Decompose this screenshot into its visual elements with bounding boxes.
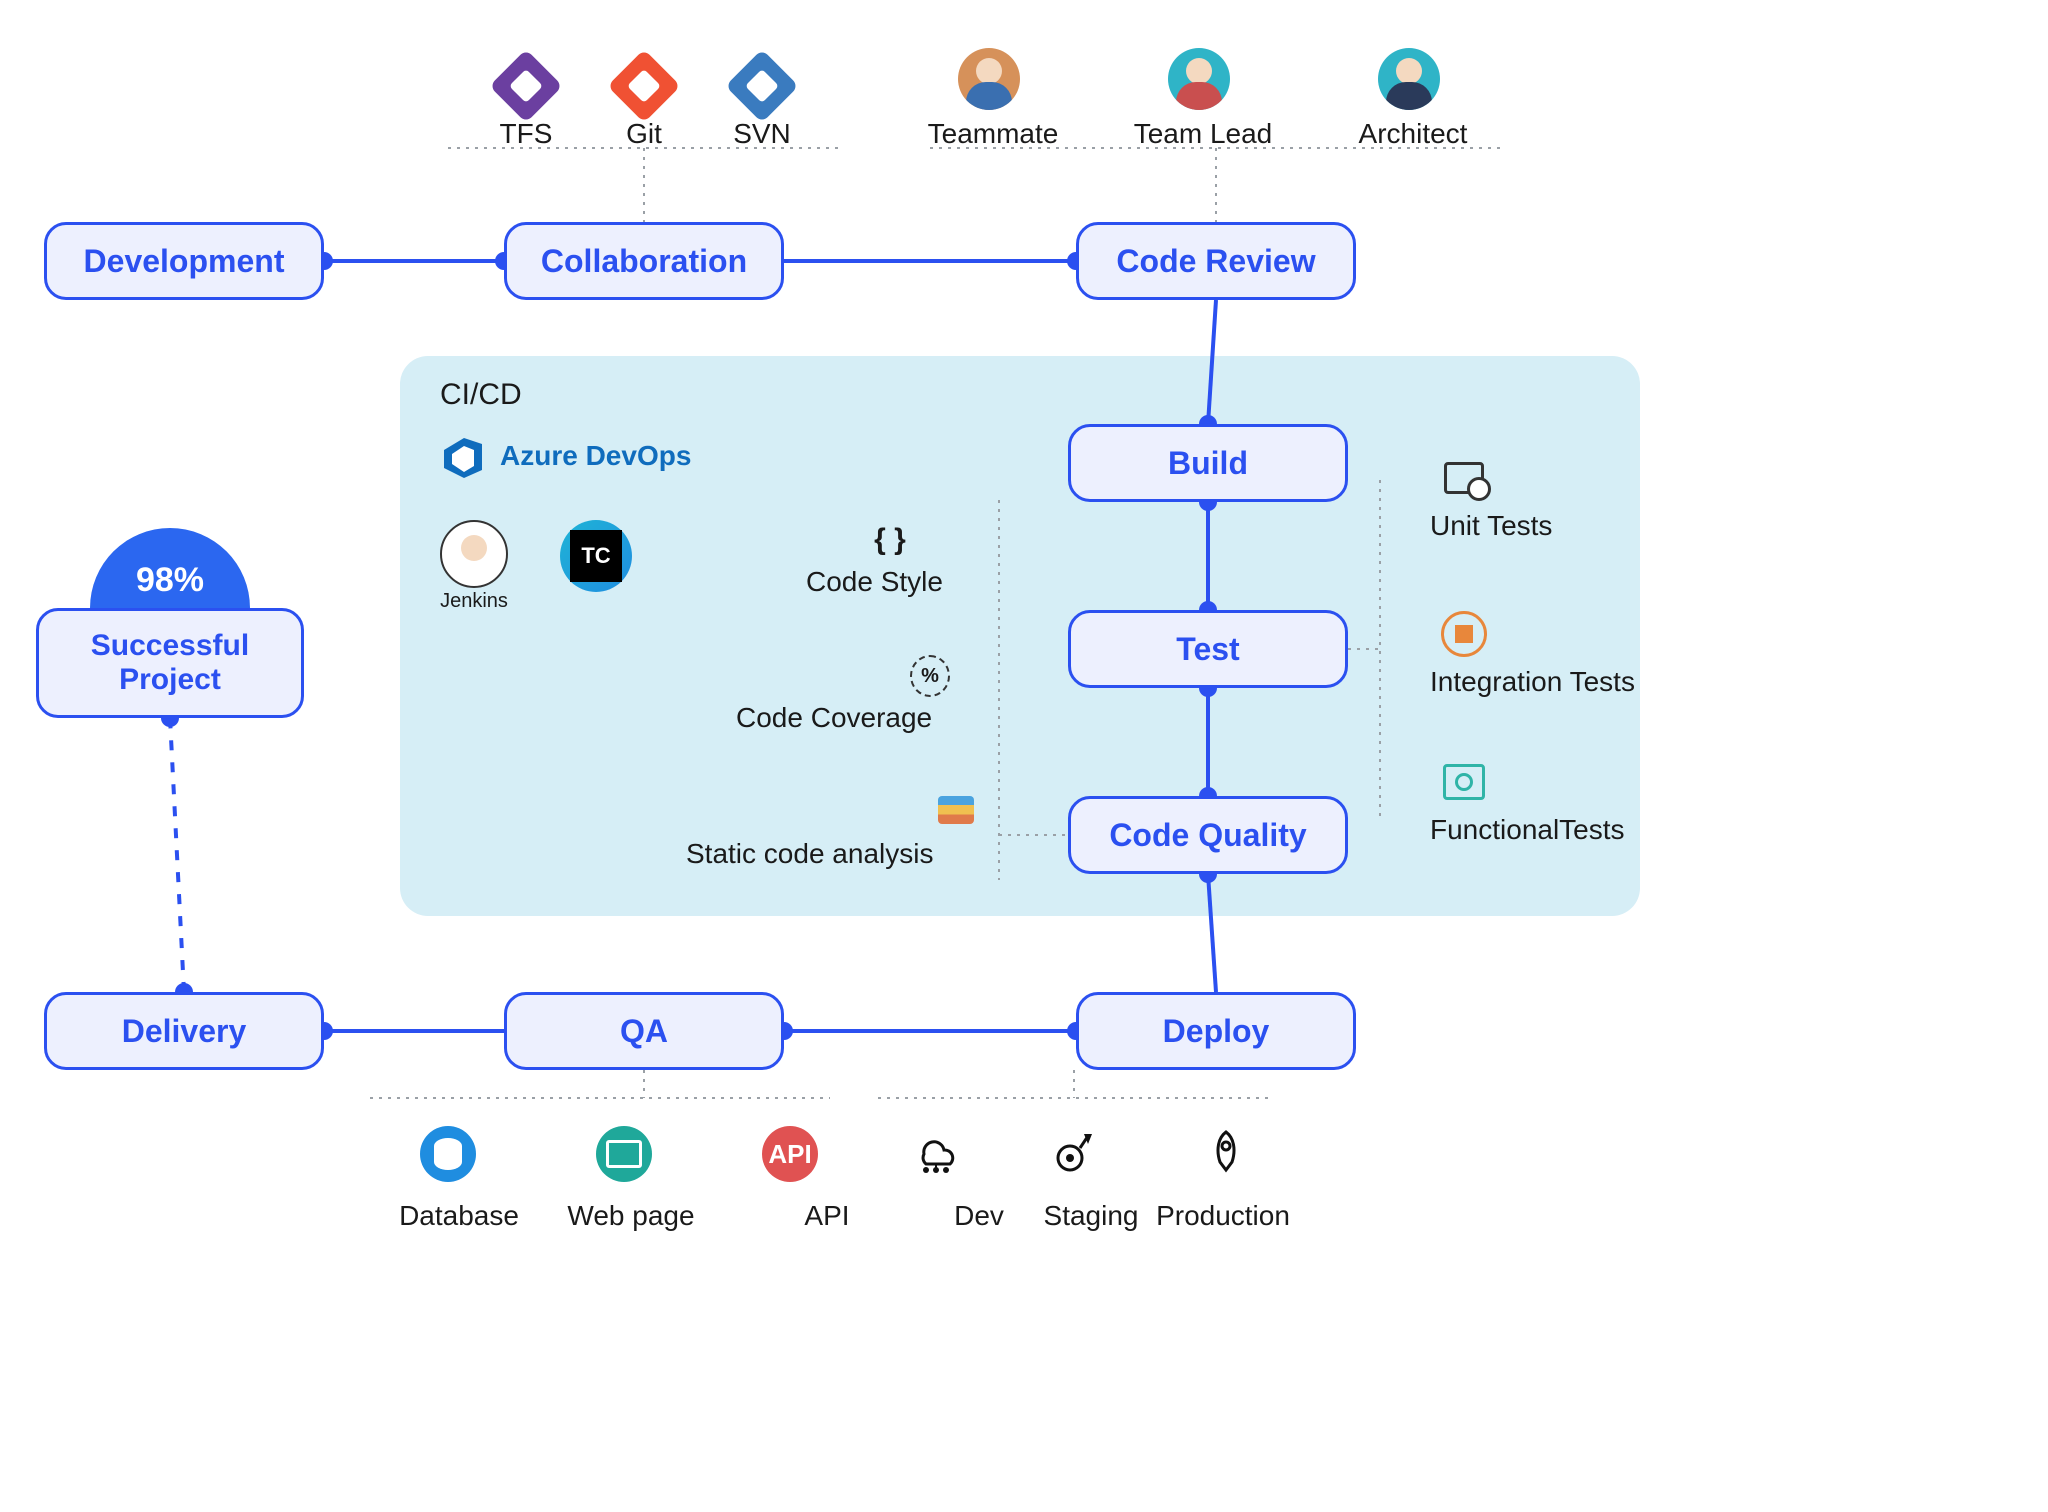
braces-icon: { } (870, 520, 910, 560)
unit-tests-icon (1440, 454, 1488, 502)
label-qa-web-page: Web page (556, 1200, 706, 1232)
cicd-title: CI/CD (440, 378, 522, 412)
node-code-quality: Code Quality (1068, 796, 1348, 874)
analysis-icon (936, 790, 976, 830)
qa-database-icon (420, 1126, 476, 1182)
node-code-review-label: Code Review (1116, 243, 1315, 280)
deploy-staging-icon (1048, 1126, 1100, 1178)
deploy-dev-icon (910, 1126, 962, 1178)
avatar-architect (1378, 48, 1440, 110)
label-tfs: TFS (480, 118, 572, 150)
node-successful-project: SuccessfulProject (36, 608, 304, 718)
integration-tests-icon (1440, 610, 1488, 658)
azure-devops-label: Azure DevOps (500, 440, 720, 472)
qa-web-page-icon (596, 1126, 652, 1182)
node-collaboration: Collaboration (504, 222, 784, 300)
node-qa: QA (504, 992, 784, 1070)
label-qa-database: Database (384, 1200, 534, 1232)
label-svn: SVN (716, 118, 808, 150)
diagram-stage: CI/CD 98% Development Collaboration Code… (0, 0, 2048, 1512)
node-test-label: Test (1176, 631, 1239, 668)
jenkins-icon (440, 520, 508, 588)
teamcity-icon: TC (560, 520, 632, 592)
jenkins-label: Jenkins (434, 590, 514, 613)
label-team-lead: Team Lead (1128, 118, 1278, 150)
azure-devops-icon (440, 434, 486, 480)
avatar-teammate (958, 48, 1020, 110)
node-successful-project-label: SuccessfulProject (91, 629, 249, 697)
label-integration-tests: Integration Tests (1430, 666, 1690, 698)
node-development-label: Development (84, 243, 285, 280)
deploy-production-icon (1200, 1126, 1252, 1178)
node-collaboration-label: Collaboration (541, 243, 747, 280)
functional-tests-icon (1440, 758, 1488, 806)
percent-icon: % (910, 656, 950, 696)
label-git: Git (598, 118, 690, 150)
label-functional-tests: FunctionalTests (1430, 814, 1690, 846)
label-architect: Architect (1338, 118, 1488, 150)
node-deploy-label: Deploy (1163, 1013, 1270, 1050)
label-analysis: Static code analysis (686, 838, 986, 870)
node-build: Build (1068, 424, 1348, 502)
git-icon (607, 49, 681, 123)
avatar-team-lead (1168, 48, 1230, 110)
node-qa-label: QA (620, 1013, 668, 1050)
label-deploy-production: Production (1148, 1200, 1298, 1232)
label-percent: Code Coverage (736, 702, 1036, 734)
node-code-review: Code Review (1076, 222, 1356, 300)
label-braces: Code Style (806, 566, 1106, 598)
label-deploy-staging: Staging (1016, 1200, 1166, 1232)
node-deploy: Deploy (1076, 992, 1356, 1070)
svn-icon (725, 49, 799, 123)
label-unit-tests: Unit Tests (1430, 510, 1690, 542)
node-build-label: Build (1168, 445, 1248, 482)
node-delivery-label: Delivery (122, 1013, 247, 1050)
success-badge-text: 98% (136, 561, 204, 600)
tfs-icon (489, 49, 563, 123)
label-teammate: Teammate (918, 118, 1068, 150)
node-code-quality-label: Code Quality (1109, 817, 1306, 854)
qa-api-icon: API (762, 1126, 818, 1182)
success-badge: 98% (90, 528, 250, 608)
node-test: Test (1068, 610, 1348, 688)
node-delivery: Delivery (44, 992, 324, 1070)
node-development: Development (44, 222, 324, 300)
label-qa-api: API (752, 1200, 902, 1232)
